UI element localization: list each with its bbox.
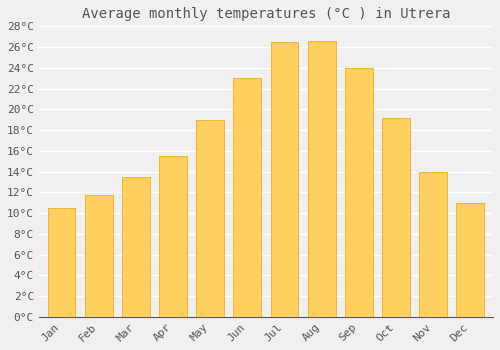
Bar <box>456 203 484 317</box>
Title: Average monthly temperatures (°C ) in Utrera: Average monthly temperatures (°C ) in Ut… <box>82 7 450 21</box>
Bar <box>382 118 410 317</box>
Bar <box>345 68 373 317</box>
Bar <box>270 42 298 317</box>
Bar <box>308 41 336 317</box>
Bar <box>234 78 262 317</box>
Bar <box>420 172 447 317</box>
Bar <box>122 177 150 317</box>
Bar <box>84 195 112 317</box>
Bar <box>159 156 187 317</box>
Bar <box>48 208 76 317</box>
Bar <box>196 120 224 317</box>
